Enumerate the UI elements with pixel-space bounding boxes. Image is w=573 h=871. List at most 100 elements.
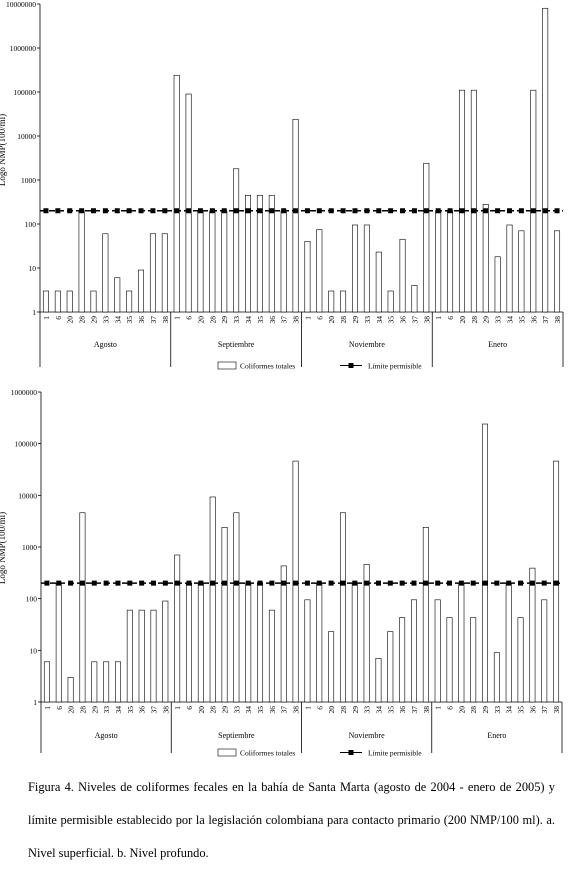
- limit-marker: [423, 580, 429, 586]
- x-category-label: 35: [386, 706, 395, 714]
- x-category-label: 29: [89, 316, 98, 324]
- bar: [233, 512, 240, 703]
- bar: [292, 118, 299, 313]
- limit-marker: [114, 208, 120, 214]
- y-tick-label: 100: [25, 220, 37, 229]
- limit-marker: [482, 580, 488, 586]
- x-category-label: 29: [221, 706, 230, 714]
- group-label: Noviembre: [349, 340, 385, 349]
- y-axis-label: Logo NMP(100/ml): [0, 512, 7, 584]
- limit-marker: [316, 208, 322, 214]
- limit-marker: [530, 208, 536, 214]
- bar: [186, 582, 192, 703]
- limit-marker: [399, 580, 405, 586]
- bar: [351, 582, 358, 703]
- bar: [114, 277, 121, 313]
- limit-marker: [518, 208, 524, 214]
- x-category-label: 38: [422, 706, 431, 714]
- limit-marker: [245, 580, 251, 586]
- x-category-label: 37: [410, 316, 419, 324]
- limit-marker: [328, 580, 334, 586]
- bar: [505, 582, 512, 703]
- bar: [66, 290, 73, 313]
- bar: [197, 210, 204, 313]
- bar: [554, 230, 561, 313]
- bar: [434, 599, 441, 703]
- bar: [90, 290, 97, 313]
- x-category-label: 6: [315, 316, 324, 320]
- bar: [55, 582, 62, 703]
- bar: [328, 290, 335, 313]
- x-category-label: 20: [327, 706, 336, 714]
- bar: [458, 89, 465, 313]
- limit-marker: [435, 208, 441, 214]
- bar: [221, 210, 228, 313]
- x-category-label: 37: [541, 316, 550, 324]
- limit-marker: [506, 580, 512, 586]
- bar: [233, 168, 240, 313]
- limit-marker: [340, 208, 346, 214]
- bar: [78, 210, 85, 313]
- bar: [375, 251, 382, 313]
- group-label: Agosto: [94, 340, 117, 349]
- limit-marker: [269, 580, 275, 586]
- limit-marker: [541, 580, 547, 586]
- bar: [470, 617, 477, 703]
- bar: [174, 554, 181, 703]
- legend-label: Límite permisible: [368, 362, 422, 371]
- limit-marker: [186, 208, 192, 214]
- group-label: Septiembre: [218, 340, 255, 349]
- limit-marker: [150, 208, 156, 214]
- limit-marker: [470, 580, 476, 586]
- limit-marker: [447, 580, 453, 586]
- limit-marker: [126, 208, 132, 214]
- bar: [422, 527, 429, 703]
- bar: [304, 241, 311, 313]
- y-tick-label: 1000000: [11, 388, 38, 397]
- x-category-label: 1: [173, 706, 182, 710]
- bar: [209, 496, 216, 703]
- bar: [494, 256, 501, 313]
- bar: [280, 210, 287, 313]
- limit-marker: [103, 580, 109, 586]
- x-category-label: 37: [280, 316, 289, 324]
- limit-marker: [483, 208, 489, 214]
- x-category-label: 35: [256, 706, 265, 714]
- x-category-label: 34: [374, 706, 383, 714]
- x-category-label: 34: [244, 706, 253, 714]
- x-category-label: 36: [268, 316, 277, 324]
- x-category-label: 36: [398, 706, 407, 714]
- x-category-label: 28: [208, 316, 217, 324]
- bar: [91, 661, 98, 703]
- limit-marker: [233, 208, 239, 214]
- y-tick-label: 10: [29, 264, 37, 273]
- x-category-label: 20: [197, 706, 206, 714]
- bar: [340, 290, 347, 313]
- limit-marker: [174, 580, 180, 586]
- limit-marker: [210, 580, 216, 586]
- x-category-label: 33: [363, 316, 372, 324]
- limit-marker: [257, 208, 263, 214]
- limit-marker: [495, 208, 501, 214]
- limit-marker: [352, 580, 358, 586]
- bar: [185, 93, 192, 313]
- limit-marker: [79, 580, 85, 586]
- x-category-label: 35: [517, 316, 526, 324]
- legend-swatch-marker: [348, 363, 354, 368]
- limit-marker: [198, 580, 204, 586]
- limit-marker: [281, 580, 287, 586]
- bar: [339, 512, 346, 703]
- bar: [102, 233, 109, 313]
- limit-marker: [507, 208, 513, 214]
- limit-marker: [102, 208, 108, 214]
- bar: [363, 224, 370, 313]
- limit-marker: [554, 208, 560, 214]
- bar: [115, 661, 121, 703]
- bar: [506, 224, 513, 313]
- bar: [493, 652, 500, 703]
- bar: [518, 230, 525, 313]
- bar: [375, 658, 382, 703]
- x-category-label: 34: [506, 316, 515, 324]
- limit-marker: [150, 580, 156, 586]
- x-category-label: 36: [268, 706, 277, 714]
